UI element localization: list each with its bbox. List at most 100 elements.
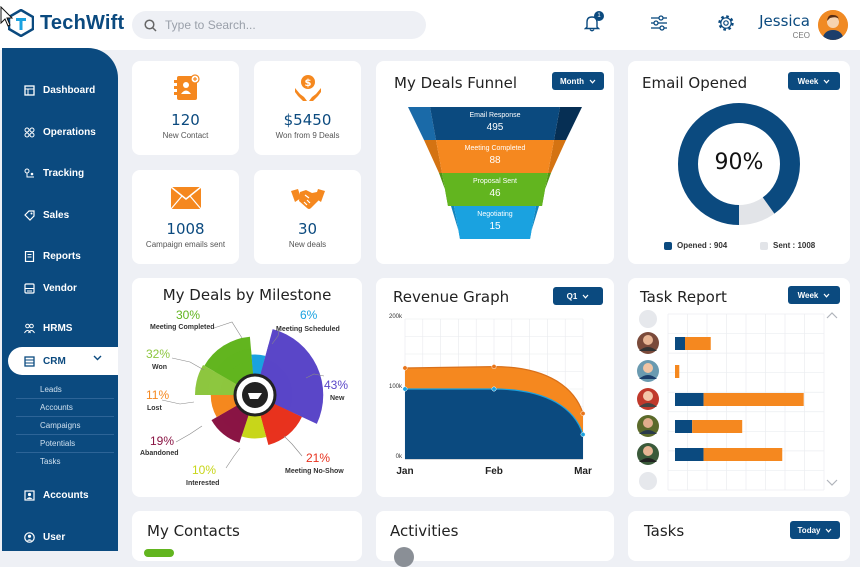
- stat-card-new-contact[interactable]: 120 New Contact: [132, 61, 239, 155]
- milestone-label: Won: [152, 364, 168, 371]
- stat-card-campaign-emails[interactable]: 1008 Campaign emails sent: [132, 170, 239, 264]
- milestone-pct: 43%: [324, 378, 349, 392]
- chevron-down-icon[interactable]: [93, 355, 102, 361]
- crm-icon: [24, 355, 35, 367]
- milestone-pct: 30%: [176, 308, 201, 322]
- contact-book-icon: [173, 74, 200, 100]
- funnel-stage-email-response: [430, 107, 560, 140]
- funnel-chart: [408, 107, 582, 239]
- task-bar-done: [675, 420, 693, 433]
- legend-sent: Sent : 1008: [760, 241, 815, 250]
- tracking-icon: [24, 168, 34, 177]
- avatar: [639, 472, 657, 490]
- user-info[interactable]: Jessica CEO: [759, 12, 810, 40]
- stat-value: 1008: [166, 220, 205, 238]
- legend-label: Sent : 1008: [773, 241, 816, 250]
- card-title: Email Opened: [642, 74, 748, 92]
- task-bar-done: [675, 393, 704, 406]
- legend-swatch: [760, 241, 768, 250]
- funnel-stage-label: Meeting Completed: [464, 145, 526, 152]
- funnel-stage-meeting-completed: [436, 140, 554, 173]
- sidebar-subitem-leads[interactable]: Leads: [16, 381, 114, 399]
- card-title: Task Report: [640, 288, 727, 306]
- sidebar-item-tracking[interactable]: Tracking: [2, 162, 118, 184]
- app-logo[interactable]: TechWift: [8, 9, 124, 37]
- milestone-pct: 19%: [150, 434, 175, 448]
- chevron-down-icon: [823, 293, 830, 298]
- dropdown-label: Week: [797, 290, 819, 300]
- revenue-point: [491, 386, 497, 392]
- stat-value: $5450: [283, 111, 332, 129]
- email-open-percent: 90%: [714, 150, 764, 175]
- notifications-button[interactable]: 1: [583, 11, 604, 37]
- task-bar-done: [675, 448, 704, 461]
- search-bar: [132, 11, 426, 39]
- milestone-pct: 21%: [306, 451, 331, 465]
- bell-icon: [583, 16, 601, 32]
- scroll-up-icon: [826, 312, 838, 319]
- sidebar-item-label: User: [43, 531, 66, 543]
- sidebar-subitem-accounts[interactable]: Accounts: [16, 399, 114, 417]
- contact-status-chip: [144, 549, 174, 557]
- sidebar-item-crm[interactable]: CRM: [8, 347, 118, 375]
- sidebar-item-label: CRM: [43, 355, 66, 367]
- avatar[interactable]: [818, 10, 848, 40]
- dropdown-label: Week: [797, 76, 819, 86]
- funnel-stage-value: 495: [486, 122, 504, 133]
- sidebar-item-operations[interactable]: Operations: [2, 121, 118, 143]
- task-bar-done: [675, 337, 686, 350]
- filters-button[interactable]: [650, 14, 668, 37]
- revenue-area-chart: [402, 318, 586, 460]
- sidebar-item-dashboard[interactable]: Dashboard: [2, 79, 118, 101]
- reports-icon: [24, 250, 35, 262]
- task-period-dropdown[interactable]: Week: [788, 286, 840, 304]
- revenue-line: [405, 388, 584, 435]
- milestone-label: Interested: [186, 480, 220, 487]
- tasks-period-dropdown[interactable]: Today: [790, 521, 840, 539]
- search-icon[interactable]: [144, 18, 157, 32]
- milestone-label: New: [330, 395, 345, 402]
- x-tick-label: Jan: [396, 466, 414, 477]
- search-input[interactable]: [165, 18, 405, 32]
- milestone-label: Meeting Scheduled: [276, 326, 340, 333]
- y-tick-label: 200k: [388, 314, 402, 320]
- my-contacts-card: My Contacts: [132, 511, 362, 561]
- email-period-dropdown[interactable]: Week: [788, 72, 840, 90]
- funnel-stage-label: Proposal Sent: [473, 178, 517, 185]
- stat-card-won-deals[interactable]: $ $5450 Won from 9 Deals: [254, 61, 361, 155]
- milestone-pct: 6%: [300, 308, 318, 322]
- dropdown-label: Today: [797, 525, 821, 535]
- sales-icon: [24, 209, 35, 221]
- legend-label: Opened : 904: [677, 241, 728, 250]
- sidebar-item-hrms[interactable]: HRMS: [2, 317, 118, 339]
- y-tick-label: 0k: [395, 454, 402, 460]
- task-bar-pending: [675, 365, 680, 378]
- revenue-graph-card: Revenue Graph Q1 200k 100k 0k Jan Feb Mar: [376, 278, 614, 497]
- sidebar-item-user[interactable]: User: [2, 526, 118, 548]
- funnel-stage-negotiating: [454, 206, 536, 239]
- task-bar-pending: [692, 420, 743, 433]
- sidebar-item-sales[interactable]: Sales: [2, 204, 118, 226]
- activities-card: Activities: [376, 511, 614, 567]
- milestone-card: My Deals by Milestone 30% Meeting Comple…: [132, 278, 362, 497]
- operations-icon: [24, 127, 35, 137]
- sidebar-item-vendor[interactable]: Vendor: [2, 277, 118, 299]
- sidebar-subitem-potentials[interactable]: Potentials: [16, 435, 114, 453]
- sidebar-item-accounts[interactable]: Accounts: [2, 484, 118, 506]
- revenue-point: [580, 411, 586, 416]
- sidebar-item-label: Dashboard: [43, 84, 96, 96]
- stat-card-new-deals[interactable]: 30 New deals: [254, 170, 361, 264]
- donut-opened-arc: [678, 103, 800, 225]
- hand-deal-icon: [248, 393, 262, 399]
- dashboard-icon: [24, 84, 35, 96]
- revenue-point: [491, 364, 497, 370]
- sidebar-item-reports[interactable]: Reports: [2, 245, 118, 267]
- sidebar-subitem-tasks[interactable]: Tasks: [40, 457, 61, 466]
- milestone-label: Abandoned: [140, 450, 179, 457]
- funnel-period-dropdown[interactable]: Month: [552, 72, 604, 90]
- chevron-down-icon: [823, 79, 830, 84]
- sidebar-subitem-campaigns[interactable]: Campaigns: [16, 417, 114, 435]
- revenue-period-dropdown[interactable]: Q1: [553, 287, 603, 305]
- task-report-chart: [637, 310, 838, 491]
- settings-button[interactable]: [717, 14, 735, 37]
